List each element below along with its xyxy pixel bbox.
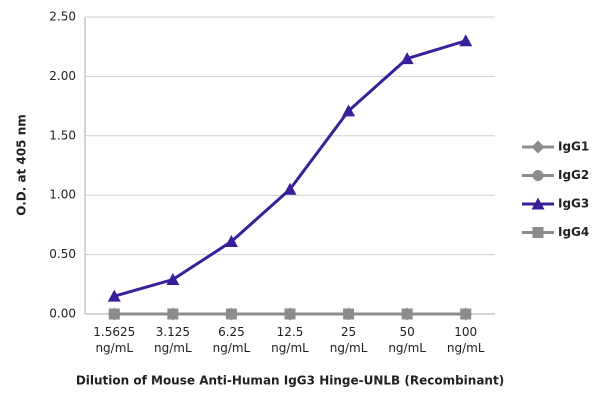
x-tick-label: 100 ng/mL: [446, 325, 485, 355]
legend-marker: [531, 140, 545, 154]
data-point: [167, 308, 179, 320]
y-axis-title: O.D. at 405 nm: [15, 114, 29, 215]
data-point: [225, 308, 237, 320]
data-point: [459, 34, 473, 47]
data-point: [108, 308, 120, 320]
legend-marker: [532, 227, 544, 238]
y-tick-label: 1.00: [49, 188, 76, 202]
x-tick-label: 6.25 ng/mL: [212, 325, 251, 355]
legend-marker: [532, 170, 544, 181]
y-tick-label: 2.00: [49, 69, 76, 83]
x-tick-label: 25 ng/mL: [329, 325, 368, 355]
data-point: [284, 308, 296, 320]
data-point: [166, 273, 180, 286]
y-tick-label: 0.00: [49, 307, 76, 321]
legend-label: IgG3: [558, 197, 589, 211]
y-tick-label: 0.50: [49, 247, 76, 261]
y-tick-label: 1.50: [49, 128, 76, 142]
x-axis-title: Dilution of Mouse Anti-Human IgG3 Hinge-…: [76, 374, 504, 388]
y-tick-label: 2.50: [49, 10, 76, 24]
legend-marker: [531, 197, 545, 210]
x-tick-label: 3.125 ng/mL: [154, 325, 192, 355]
x-tick-label: 12.5 ng/mL: [271, 325, 309, 355]
data-point: [107, 289, 121, 302]
x-tick-label: 1.5625 ng/mL: [93, 325, 136, 355]
data-point: [400, 52, 414, 65]
series-line: [113, 39, 467, 298]
legend-label: IgG2: [558, 168, 589, 182]
data-point: [342, 104, 356, 117]
data-point: [460, 308, 472, 320]
legend-label: IgG1: [558, 140, 589, 154]
data-point: [343, 308, 355, 320]
data-point: [224, 235, 238, 248]
x-tick-label: 50 ng/mL: [388, 325, 426, 355]
legend-label: IgG4: [558, 225, 589, 239]
data-point: [283, 182, 297, 195]
data-point: [401, 308, 413, 320]
